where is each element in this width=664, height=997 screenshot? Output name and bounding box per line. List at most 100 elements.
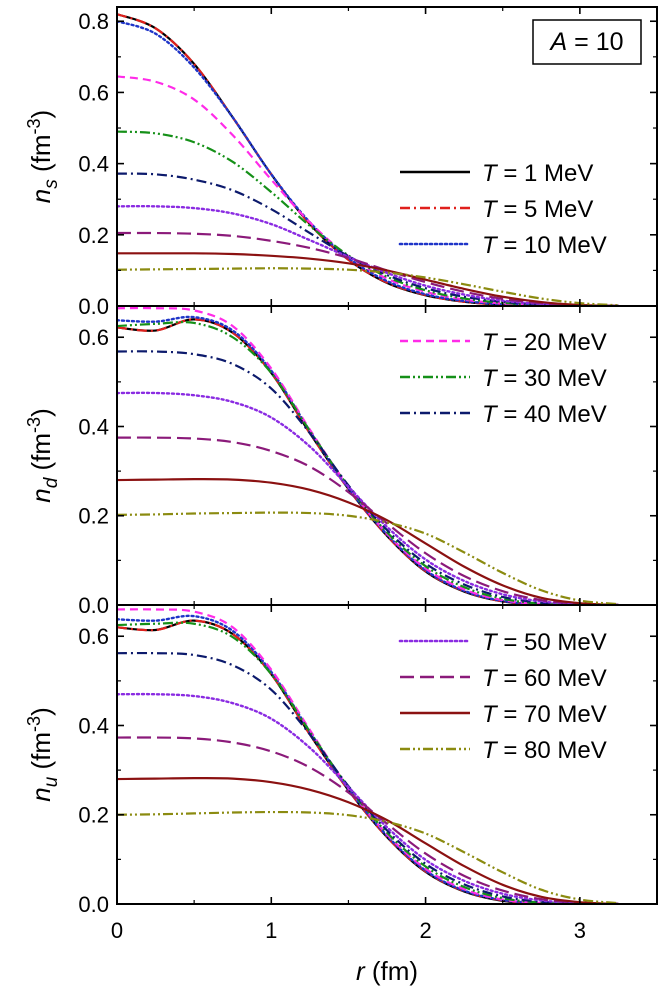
series-line-t-1-mev bbox=[117, 318, 619, 605]
y-axis-close: ) bbox=[26, 408, 56, 417]
legend-label: T = 20 MeV bbox=[482, 329, 607, 356]
series-line-t-5-mev bbox=[117, 318, 619, 605]
annotation-frame bbox=[532, 19, 642, 65]
legend-label: T = 80 MeV bbox=[482, 737, 607, 764]
y-axis-unit: (fm bbox=[26, 732, 56, 777]
annotation-var: A bbox=[549, 28, 568, 56]
x-axis-title: r (fm) bbox=[356, 956, 418, 986]
y-axis-exponent: -3 bbox=[24, 118, 44, 134]
legend-value: = 40 MeV bbox=[497, 401, 607, 428]
legend-label: T = 40 MeV bbox=[482, 401, 607, 428]
legend-label: T = 50 MeV bbox=[482, 629, 607, 656]
x-tick-label: 0 bbox=[111, 918, 123, 943]
y-axis-subscript: u bbox=[41, 776, 62, 787]
y-axis-close: ) bbox=[26, 110, 56, 119]
series-line-t-10-mev bbox=[117, 315, 620, 605]
y-tick-label: 0.2 bbox=[78, 223, 109, 248]
legend-item: T = 30 MeV bbox=[400, 365, 607, 392]
x-axis-unit: (fm) bbox=[365, 956, 418, 986]
series-line-t-70-mev bbox=[117, 777, 619, 904]
annotation-box: A = 10 bbox=[532, 19, 642, 65]
legend-item: T = 80 MeV bbox=[400, 737, 607, 764]
panel-1-y-axis-title: ns (fm-3) bbox=[24, 110, 62, 203]
legend-var: T bbox=[482, 160, 499, 187]
legend-var: T bbox=[482, 629, 499, 656]
legend-value: = 5 MeV bbox=[497, 196, 594, 223]
legend-value: = 1 MeV bbox=[497, 160, 594, 187]
annotation-text: A = 10 bbox=[549, 28, 624, 56]
y-tick-label: 0.0 bbox=[78, 892, 109, 917]
legend-label: T = 10 MeV bbox=[482, 232, 607, 259]
annotation-eq: = bbox=[567, 28, 596, 56]
series-line-t-60-mev bbox=[117, 231, 619, 306]
legend-value: = 30 MeV bbox=[497, 365, 607, 392]
legend-var: T bbox=[482, 701, 499, 728]
legend-value: = 50 MeV bbox=[497, 629, 607, 656]
y-axis-var: n bbox=[26, 787, 56, 801]
y-tick-label: 0.6 bbox=[78, 624, 109, 649]
series-line-t-40-mev bbox=[117, 350, 619, 605]
legend-item: T = 10 MeV bbox=[398, 232, 607, 259]
legend-item: T = 60 MeV bbox=[400, 665, 607, 692]
legend-value: = 20 MeV bbox=[497, 329, 607, 356]
legend-var: T bbox=[482, 737, 499, 764]
panel-3-frame bbox=[116, 604, 658, 905]
legend-label: T = 70 MeV bbox=[482, 701, 607, 728]
y-tick-label: 0.8 bbox=[78, 9, 109, 34]
legend-item: T = 40 MeV bbox=[400, 401, 607, 428]
series-line-t-80-mev bbox=[117, 511, 619, 605]
y-tick-label: 0.2 bbox=[78, 504, 109, 529]
legend-label: T = 1 MeV bbox=[482, 160, 593, 187]
y-axis-subscript: d bbox=[41, 476, 62, 488]
series-line-t-40-mev bbox=[117, 651, 619, 904]
legend-label: T = 30 MeV bbox=[482, 365, 607, 392]
legend-value: = 10 MeV bbox=[497, 232, 607, 259]
legend-var: T bbox=[482, 665, 499, 692]
y-tick-label: 0.0 bbox=[78, 593, 109, 618]
x-tick-label: 1 bbox=[265, 918, 277, 943]
legend-var: T bbox=[482, 196, 499, 223]
series-line-t-80-mev bbox=[117, 810, 619, 904]
y-tick-label: 0.4 bbox=[78, 713, 109, 738]
y-axis-unit: (fm bbox=[26, 134, 56, 179]
legend-item: T = 50 MeV bbox=[398, 629, 607, 656]
panel-3-y-axis-title: nu (fm-3) bbox=[24, 707, 62, 802]
legend-value: = 60 MeV bbox=[497, 665, 607, 692]
x-tick-label: 2 bbox=[419, 918, 431, 943]
y-axis-var: n bbox=[26, 488, 56, 502]
legend-item: T = 1 MeV bbox=[400, 160, 593, 187]
y-tick-label: 0.2 bbox=[78, 803, 109, 828]
y-tick-label: 0.4 bbox=[78, 414, 109, 439]
annotation-value: 10 bbox=[596, 28, 624, 56]
x-axis-var: r bbox=[356, 956, 366, 986]
series-line-t-70-mev bbox=[117, 252, 619, 306]
legend-item: T = 20 MeV bbox=[400, 329, 607, 356]
legend-var: T bbox=[482, 401, 499, 428]
y-tick-label: 0.6 bbox=[78, 80, 109, 105]
legend-var: T bbox=[482, 329, 499, 356]
legend-item: T = 70 MeV bbox=[400, 701, 607, 728]
legend-label: T = 5 MeV bbox=[482, 196, 593, 223]
panel-2-y-axis-title: nd (fm-3) bbox=[24, 408, 62, 503]
y-tick-label: 0.6 bbox=[78, 325, 109, 350]
legend-var: T bbox=[482, 232, 499, 259]
y-tick-label: 0.0 bbox=[78, 294, 109, 319]
legend-item: T = 5 MeV bbox=[400, 196, 593, 223]
series-line-t-60-mev bbox=[117, 736, 619, 904]
y-axis-var: n bbox=[26, 189, 56, 203]
y-tick-label: 0.4 bbox=[78, 152, 109, 177]
legend-value: = 70 MeV bbox=[497, 701, 607, 728]
y-axis-exponent: -3 bbox=[24, 716, 44, 732]
panels-layer bbox=[117, 13, 620, 904]
y-axis-exponent: -3 bbox=[24, 417, 44, 433]
series-line-t-80-mev bbox=[117, 267, 619, 306]
y-axis-close: ) bbox=[26, 707, 56, 716]
y-axis-subscript: s bbox=[41, 179, 62, 189]
legend-label: T = 60 MeV bbox=[482, 665, 607, 692]
series-line-t-70-mev bbox=[117, 478, 619, 605]
x-tick-label: 3 bbox=[574, 918, 586, 943]
y-axis-unit: (fm bbox=[26, 433, 56, 478]
series-line-t-60-mev bbox=[117, 436, 619, 605]
